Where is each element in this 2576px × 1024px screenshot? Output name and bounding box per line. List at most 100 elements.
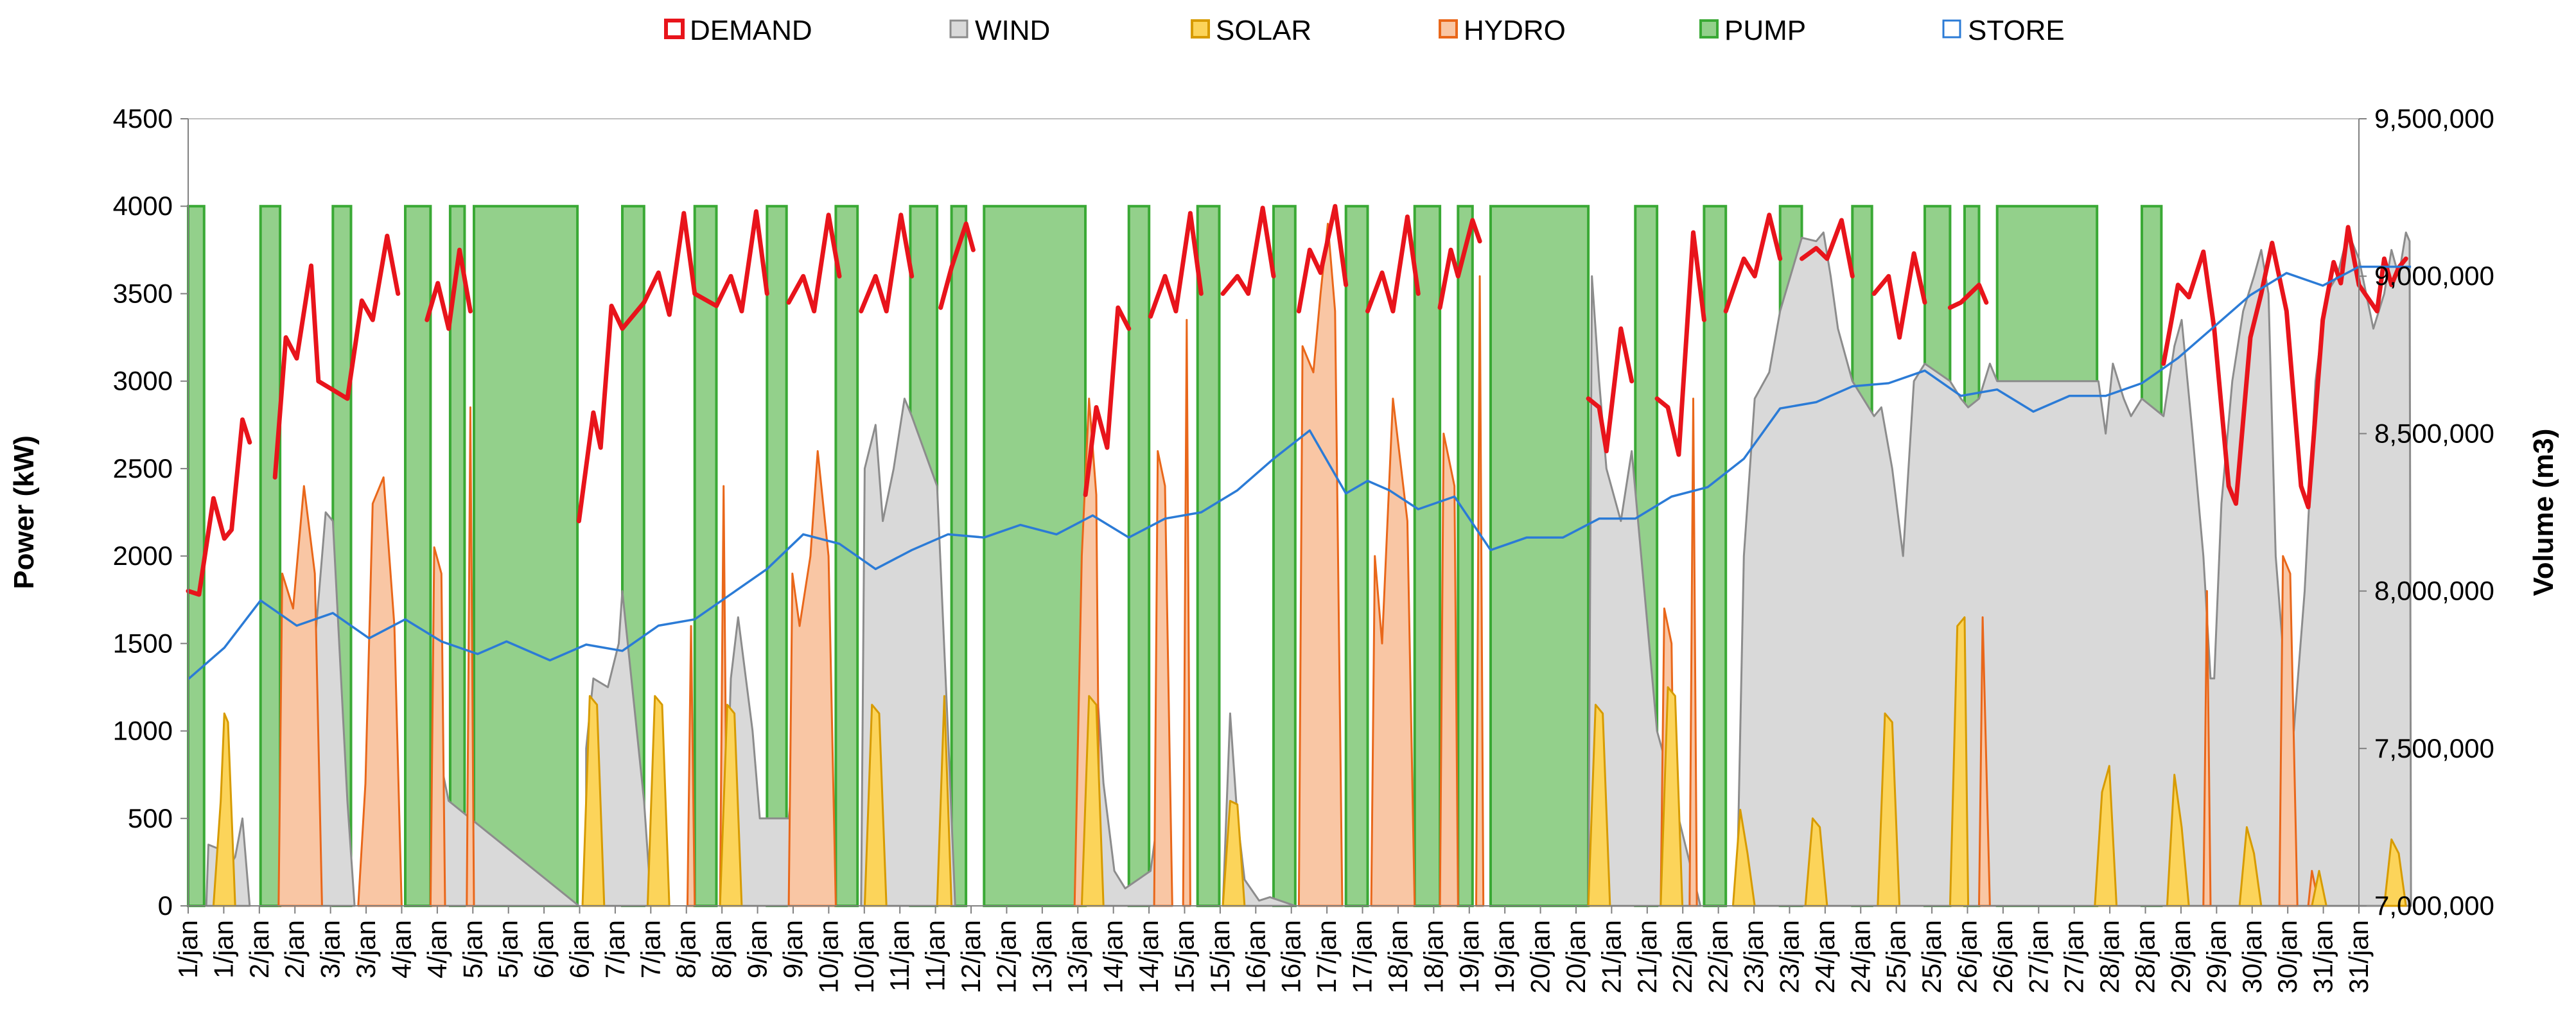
wind-area-9 xyxy=(1587,275,1702,907)
legend-label-wind: WIND xyxy=(975,15,1050,46)
x-tick-label: 4/jan xyxy=(422,920,452,978)
x-tick-label: 22/jan xyxy=(1703,920,1733,993)
y-right-tick-label: 7,500,000 xyxy=(2374,733,2494,763)
y-right-tick-label: 9,500,000 xyxy=(2374,103,2494,134)
legend-swatch-store xyxy=(1942,19,1961,39)
x-tick-label: 5/jan xyxy=(493,920,523,978)
pump-period-18 xyxy=(1457,205,1474,908)
x-tick-label: 15/jan xyxy=(1169,920,1199,993)
x-tick-label: 6/jan xyxy=(529,920,559,978)
x-tick-label: 22/jan xyxy=(1667,920,1697,993)
pump-period-13 xyxy=(1127,205,1151,908)
x-tick-label: 23/jan xyxy=(1739,920,1769,993)
legend-label-pump: PUMP xyxy=(1724,15,1806,46)
series-demand xyxy=(186,204,2408,597)
legend-swatch-pump xyxy=(1699,19,1719,39)
demand-line-8 xyxy=(1148,211,1204,319)
legend-item-solar: SOLAR xyxy=(1191,15,1311,46)
legend-swatch-solar xyxy=(1191,19,1210,39)
y-right-tick-label: 7,000,000 xyxy=(2374,890,2494,921)
x-tick-label: 16/jan xyxy=(1240,920,1270,993)
x-tick-label: 14/jan xyxy=(1098,920,1128,993)
x-tick-label: 10/jan xyxy=(813,920,843,993)
pump-period-17 xyxy=(1413,205,1442,908)
x-tick-label: 9/jan xyxy=(778,920,808,978)
legend-swatch-wind xyxy=(949,19,968,39)
legend-item-store: STORE xyxy=(1942,15,2065,46)
x-tick-label: 26/jan xyxy=(1952,920,1982,993)
x-tick-label: 11/jan xyxy=(884,920,915,991)
x-tick-label: 29/jan xyxy=(2201,920,2231,993)
x-tick-label: 18/jan xyxy=(1383,920,1413,993)
x-tick-label: 2/jan xyxy=(279,920,310,978)
demand-line-5 xyxy=(859,213,915,314)
demand-line-0 xyxy=(186,417,252,597)
x-tick-label: 31/jan xyxy=(2344,920,2374,993)
legend-item-hydro: HYDRO xyxy=(1439,15,1566,46)
x-tick-label: 17/jan xyxy=(1347,920,1378,993)
y-right-tick-label: 9,000,000 xyxy=(2374,261,2494,291)
hydro-area-12 xyxy=(1439,432,1459,907)
demand-line-13 xyxy=(1586,326,1634,454)
x-tick-label: 6/jan xyxy=(565,920,595,978)
demand-line-17 xyxy=(1871,251,1927,340)
pump-period-3 xyxy=(404,205,432,908)
x-tick-label: 1/jan xyxy=(173,920,203,978)
x-tick-label: 19/jan xyxy=(1489,920,1520,993)
x-tick-label: 18/jan xyxy=(1418,920,1448,993)
pump-period-0 xyxy=(187,205,206,908)
legend-item-pump: PUMP xyxy=(1699,15,1806,46)
legend-label-solar: SOLAR xyxy=(1216,15,1311,46)
legend-label-hydro: HYDRO xyxy=(1464,15,1566,46)
pump-period-21 xyxy=(1703,205,1728,908)
x-axis-ticks: 1/jan 1/jan 2/jan 2/jan 3/jan 3/jan 4/jan 4/jan… xyxy=(173,906,2374,993)
y-right-tick-label: 8,000,000 xyxy=(2374,576,2494,606)
x-tick-label: 30/jan xyxy=(2272,920,2302,993)
pump-period-19 xyxy=(1489,205,1590,908)
demand-line-4 xyxy=(786,213,842,314)
demand-line-10 xyxy=(1296,204,1349,314)
x-tick-label: 29/jan xyxy=(2166,920,2196,993)
y-axis-left-ticks: 0 500 1000 1500 2000 2500 3000 3500 4000 4500 xyxy=(113,103,188,921)
x-tick-label: 20/jan xyxy=(1525,920,1555,993)
demand-line-16 xyxy=(1800,218,1855,279)
x-tick-label: 17/jan xyxy=(1311,920,1342,993)
legend-swatch-hydro xyxy=(1439,19,1458,39)
x-tick-label: 23/jan xyxy=(1774,920,1804,993)
x-tick-label: 25/jan xyxy=(1916,920,1947,993)
series-store xyxy=(187,265,2412,681)
x-tick-label: 24/jan xyxy=(1810,920,1840,993)
x-tick-label: 26/jan xyxy=(1988,920,2018,993)
x-tick-label: 25/jan xyxy=(1881,920,1911,993)
y-right-tick-label: 8,500,000 xyxy=(2374,418,2494,448)
y-left-tick-label: 3000 xyxy=(113,366,173,396)
y-axis-right-ticks: 7,000,000 7,500,000 8,000,000 8,500,000 9,00… xyxy=(2359,103,2494,921)
demand-line-14 xyxy=(1654,230,1706,457)
y-axis-left-title: Power (kW) xyxy=(8,435,40,589)
x-tick-label: 13/jan xyxy=(1027,920,1057,993)
x-tick-label: 12/jan xyxy=(956,920,986,993)
y-left-tick-label: 2500 xyxy=(113,453,173,483)
x-tick-label: 28/jan xyxy=(2094,920,2125,993)
wind-area-5 xyxy=(860,397,956,907)
demand-line-9 xyxy=(1220,205,1276,296)
y-left-tick-label: 0 xyxy=(158,890,173,921)
demand-line-3 xyxy=(576,209,769,524)
x-tick-label: 3/jan xyxy=(351,920,381,978)
x-tick-label: 7/jan xyxy=(635,920,665,978)
demand-line-11 xyxy=(1365,214,1421,314)
pump-period-8 xyxy=(766,205,788,908)
demand-line-19 xyxy=(2161,225,2408,510)
x-tick-label: 11/jan xyxy=(920,920,951,991)
x-tick-label: 12/jan xyxy=(991,920,1021,993)
x-tick-label: 24/jan xyxy=(1845,920,1875,993)
x-tick-label: 8/jan xyxy=(706,920,737,978)
axes xyxy=(188,119,2360,907)
legend-label-demand: DEMAND xyxy=(690,15,812,46)
x-tick-label: 21/jan xyxy=(1596,920,1626,993)
x-tick-label: 2/jan xyxy=(244,920,274,978)
x-tick-label: 20/jan xyxy=(1561,920,1591,993)
pump-period-11 xyxy=(950,205,968,908)
